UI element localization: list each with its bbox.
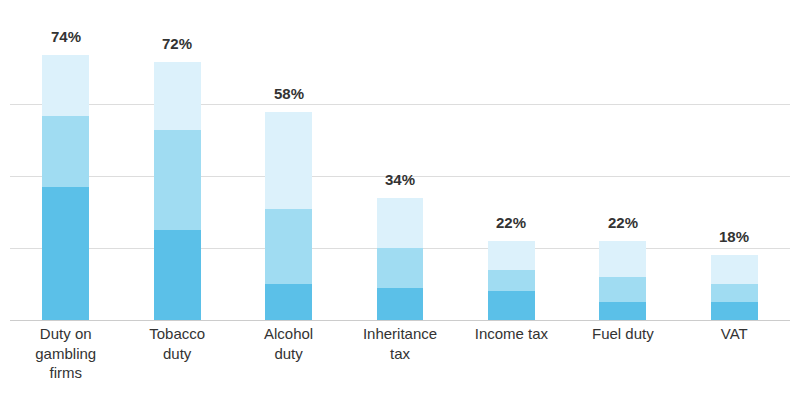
svg-text:74%: 74% — [51, 28, 81, 45]
svg-text:18%: 18% — [719, 228, 749, 245]
svg-text:58%: 58% — [274, 85, 304, 102]
svg-text:22%: 22% — [496, 214, 526, 231]
svg-text:Income tax: Income tax — [475, 325, 549, 342]
svg-text:34%: 34% — [385, 171, 415, 188]
svg-text:Duty ongamblingfirms: Duty ongamblingfirms — [35, 325, 96, 381]
svg-text:72%: 72% — [162, 35, 192, 52]
svg-text:Alcoholduty: Alcoholduty — [264, 325, 313, 362]
svg-text:22%: 22% — [608, 214, 638, 231]
svg-text:Tobaccoduty: Tobaccoduty — [149, 325, 205, 362]
svg-text:Fuel duty: Fuel duty — [592, 325, 654, 342]
svg-text:VAT: VAT — [721, 325, 748, 342]
svg-text:Inheritancetax: Inheritancetax — [363, 325, 437, 362]
